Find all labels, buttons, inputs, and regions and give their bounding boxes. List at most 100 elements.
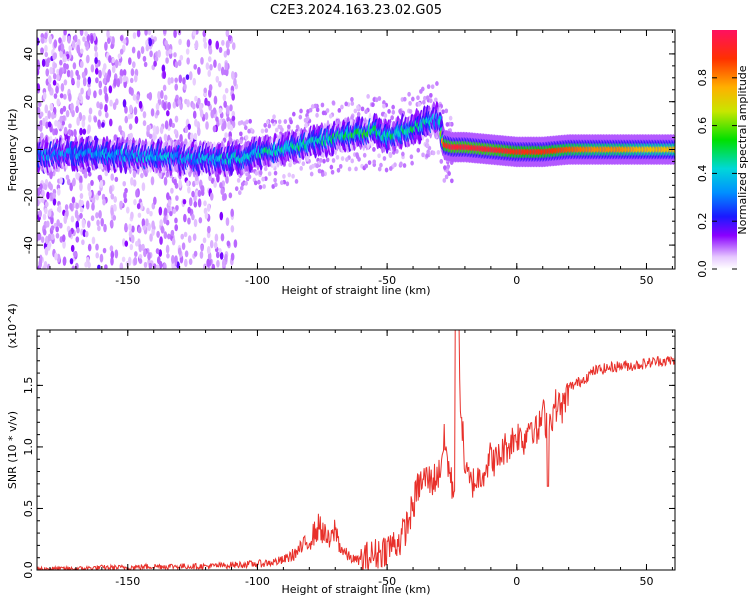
heat-cell <box>157 91 161 100</box>
heat-cell <box>38 209 43 218</box>
heat-cell <box>237 120 242 126</box>
heat-cell <box>185 74 190 81</box>
heat-cell <box>37 83 41 92</box>
heat-cell <box>44 104 49 114</box>
heat-cell <box>240 181 245 187</box>
heat-cell <box>147 30 152 36</box>
heat-cell <box>191 103 196 110</box>
heat-cell <box>330 169 335 175</box>
heat-cell <box>223 50 228 58</box>
heat-cell <box>165 57 169 64</box>
spectrogram-panel: -150 -100 -50 0 50 -40 -20 0 20 40 Height of str… <box>6 29 676 297</box>
heat-cell <box>56 74 60 81</box>
heat-cell <box>216 259 220 268</box>
heat-cell <box>82 36 86 42</box>
heat-cell <box>150 108 155 117</box>
heat-cell <box>253 180 258 186</box>
heat-cell <box>84 230 89 238</box>
heat-cell <box>42 265 46 269</box>
heat-cell <box>168 48 173 55</box>
heat-cell <box>419 89 423 94</box>
heat-cell <box>136 30 141 38</box>
heat-cell <box>408 109 413 114</box>
snr-plot-area <box>37 330 675 570</box>
heat-cell <box>285 181 290 187</box>
heat-cell <box>371 102 375 108</box>
heat-cell <box>199 251 204 259</box>
heat-cell <box>81 118 86 128</box>
heat-cell <box>97 119 101 128</box>
heat-cell <box>68 230 72 238</box>
heat-cell <box>110 173 115 181</box>
heat-cell <box>301 161 306 167</box>
heat-cell <box>197 66 201 75</box>
heat-cell <box>47 121 52 128</box>
heat-cell <box>155 109 160 116</box>
heat-cell <box>119 34 124 42</box>
heat-cell <box>82 128 87 135</box>
heat-cell <box>102 198 106 206</box>
heat-cell <box>205 62 210 70</box>
spectrogram-x-ticks: -150 -100 -50 0 50 <box>49 30 673 287</box>
heat-cell <box>442 178 447 183</box>
heat-cell <box>37 106 41 116</box>
heat-cell <box>280 127 284 133</box>
heat-cell <box>207 69 212 77</box>
heat-cell <box>87 166 91 173</box>
heat-cell <box>174 224 179 232</box>
heat-cell <box>91 236 96 245</box>
heat-cell <box>79 48 84 54</box>
heat-cell <box>63 126 68 135</box>
heat-cell <box>153 196 157 205</box>
heat-cell <box>283 119 288 124</box>
y-tick-label: 1.5 <box>22 377 35 395</box>
heat-cell <box>197 198 202 208</box>
heat-cell <box>172 101 177 109</box>
heat-cell <box>66 69 71 78</box>
heat-cell <box>174 217 178 224</box>
heat-cell <box>233 71 238 79</box>
heat-cell <box>244 135 249 140</box>
heat-cell <box>152 125 157 133</box>
heat-cell <box>350 101 355 106</box>
heat-cell <box>68 45 73 52</box>
heat-cell <box>364 109 368 115</box>
heat-cell <box>403 96 407 102</box>
heat-cell <box>113 204 117 212</box>
heat-cell <box>184 250 189 258</box>
heat-cell <box>81 71 86 78</box>
heat-cell <box>63 30 67 36</box>
heat-cell <box>164 39 168 46</box>
heat-cell <box>222 120 227 130</box>
heat-cell <box>76 74 81 81</box>
heat-cell <box>86 220 91 229</box>
heat-cell <box>53 52 58 60</box>
heat-cell <box>129 132 133 140</box>
heat-cell <box>254 170 259 176</box>
heat-cell <box>277 124 282 130</box>
heat-cell <box>231 110 236 118</box>
heat-cell <box>139 202 144 211</box>
heat-cell <box>106 30 110 39</box>
heat-cell <box>257 179 261 185</box>
heat-cell <box>228 192 233 199</box>
heat-cell <box>399 161 403 167</box>
heat-cell <box>37 59 40 67</box>
heat-cell <box>258 184 263 190</box>
heat-cell <box>273 170 278 176</box>
heat-cell <box>338 163 343 169</box>
heat-cell <box>47 82 52 92</box>
heat-cell <box>267 171 272 177</box>
heat-cell <box>180 233 185 240</box>
heat-cell <box>247 128 251 134</box>
heat-cell <box>44 207 48 215</box>
heat-cell <box>128 230 133 238</box>
heat-cell <box>130 68 135 77</box>
heat-cell <box>90 34 94 44</box>
heat-cell <box>377 153 381 159</box>
heat-cell <box>331 100 336 106</box>
heat-cell <box>242 121 247 127</box>
heat-cell <box>75 69 79 77</box>
heat-cell <box>62 105 67 112</box>
heat-cell <box>96 101 100 109</box>
